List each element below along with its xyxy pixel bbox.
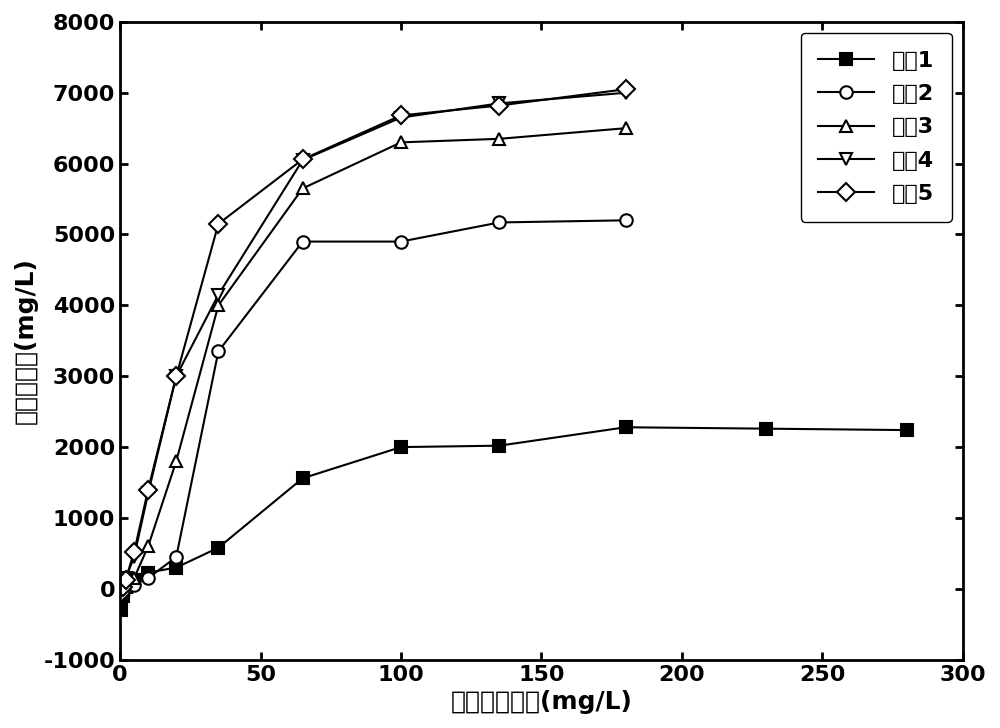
材料1 bbox=[115, 606, 127, 614]
材料2 bbox=[142, 574, 154, 582]
材料5 bbox=[170, 372, 182, 381]
材料2 bbox=[120, 583, 132, 592]
Legend: 材料1, 材料2, 材料3, 材料4, 材料5: 材料1, 材料2, 材料3, 材料4, 材料5 bbox=[801, 33, 952, 222]
材料2 bbox=[117, 586, 129, 595]
材料1 bbox=[620, 423, 632, 432]
材料5 bbox=[128, 547, 140, 556]
材料1 bbox=[493, 441, 505, 450]
Line: 材料4: 材料4 bbox=[115, 87, 632, 601]
Line: 材料2: 材料2 bbox=[115, 214, 632, 599]
材料3 bbox=[128, 574, 140, 582]
材料2 bbox=[128, 580, 140, 589]
材料3 bbox=[620, 124, 632, 132]
材料3 bbox=[115, 587, 127, 596]
材料1 bbox=[760, 424, 772, 433]
材料3 bbox=[297, 184, 309, 193]
材料1 bbox=[117, 592, 129, 601]
材料4 bbox=[117, 582, 129, 591]
材料4 bbox=[620, 88, 632, 97]
材料5 bbox=[297, 155, 309, 164]
材料4 bbox=[493, 99, 505, 108]
材料1 bbox=[128, 576, 140, 585]
材料4 bbox=[212, 290, 224, 299]
材料1 bbox=[212, 543, 224, 552]
材料5 bbox=[493, 101, 505, 110]
X-axis label: 平衡溶液浓度(mg/L): 平衡溶液浓度(mg/L) bbox=[450, 690, 632, 714]
材料2 bbox=[395, 237, 407, 246]
材料2 bbox=[493, 218, 505, 227]
材料4 bbox=[395, 113, 407, 122]
材料1 bbox=[297, 474, 309, 483]
材料5 bbox=[620, 85, 632, 94]
材料4 bbox=[115, 590, 127, 599]
材料5 bbox=[142, 486, 154, 494]
材料5 bbox=[395, 111, 407, 120]
Y-axis label: 氨氮吸附量(mg/L): 氨氮吸附量(mg/L) bbox=[14, 258, 38, 424]
材料1 bbox=[901, 426, 913, 435]
材料2 bbox=[115, 589, 127, 598]
材料4 bbox=[170, 372, 182, 381]
材料1 bbox=[142, 568, 154, 577]
材料3 bbox=[170, 457, 182, 466]
材料5 bbox=[120, 575, 132, 584]
材料4 bbox=[128, 553, 140, 561]
材料2 bbox=[212, 347, 224, 356]
材料3 bbox=[117, 585, 129, 593]
材料1 bbox=[120, 581, 132, 590]
Line: 材料3: 材料3 bbox=[115, 122, 632, 598]
材料1 bbox=[395, 443, 407, 451]
材料1 bbox=[170, 563, 182, 572]
材料5 bbox=[117, 583, 129, 592]
材料5 bbox=[115, 589, 127, 598]
材料4 bbox=[297, 156, 309, 165]
材料3 bbox=[142, 542, 154, 550]
材料5 bbox=[212, 220, 224, 229]
材料4 bbox=[142, 488, 154, 497]
材料2 bbox=[620, 216, 632, 225]
材料3 bbox=[212, 301, 224, 309]
材料3 bbox=[120, 582, 132, 591]
材料4 bbox=[120, 574, 132, 582]
Line: 材料5: 材料5 bbox=[115, 83, 632, 599]
材料3 bbox=[395, 138, 407, 147]
材料2 bbox=[170, 553, 182, 561]
材料3 bbox=[493, 135, 505, 143]
Line: 材料1: 材料1 bbox=[115, 421, 913, 617]
材料2 bbox=[297, 237, 309, 246]
